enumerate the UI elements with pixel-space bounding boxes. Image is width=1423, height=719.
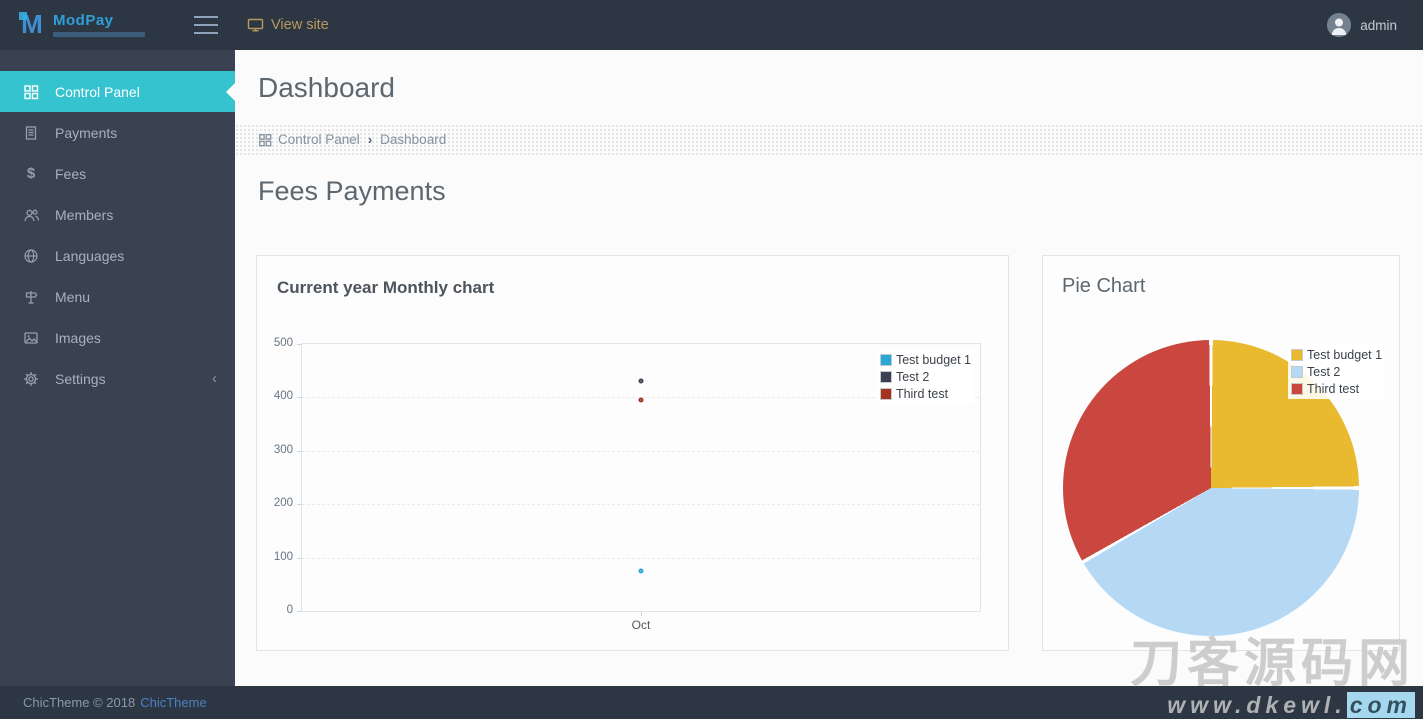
sidebar-item-menu[interactable]: Menu <box>0 276 235 317</box>
monitor-icon <box>247 17 264 33</box>
user-menu[interactable]: admin <box>1327 0 1397 50</box>
username: admin <box>1360 17 1397 33</box>
pie-chart-title: Pie Chart <box>1062 275 1146 297</box>
grid-icon <box>258 133 272 147</box>
receipt-icon <box>22 125 40 141</box>
members-icon <box>22 207 40 223</box>
legend-item: Test budget 1 <box>1291 346 1382 363</box>
pie-chart-legend: Test budget 1 Test 2 Third test <box>1288 344 1386 399</box>
y-axis-tick-label: 400 <box>273 390 293 403</box>
legend-swatch <box>879 370 892 383</box>
gridline-300 <box>302 450 980 452</box>
x-axis-tick-label: Oct <box>631 618 651 632</box>
y-axis-tick-label: 500 <box>273 337 293 349</box>
legend-item: Third test <box>879 385 971 402</box>
globe-icon <box>22 248 40 264</box>
chevron-left-icon: ‹ <box>212 370 217 387</box>
gridline-100 <box>302 557 980 559</box>
gridline-200 <box>302 504 980 506</box>
sidebar-item-label: Control Panel <box>55 83 140 100</box>
image-icon <box>22 330 40 346</box>
monthly-chart-plot-area: 500 400 300 200 100 0 Oct Test budget 1 <box>274 337 981 632</box>
footer-theme-link[interactable]: ChicTheme <box>140 695 207 710</box>
logo-tagline <box>53 31 145 37</box>
sidebar-item-languages[interactable]: Languages <box>0 235 235 276</box>
logo-text: ModPay <box>53 11 114 29</box>
breadcrumb-dashboard: Dashboard <box>380 132 447 147</box>
chevron-right-icon: › <box>367 132 373 147</box>
legend-swatch <box>1291 348 1303 361</box>
sidebar-item-members[interactable]: Members <box>0 194 235 235</box>
section-title: Fees Payments <box>258 176 446 206</box>
panel-monthly-chart: Current year Monthly chart 500 400 300 2… <box>256 255 1009 651</box>
gear-icon <box>22 371 40 387</box>
sidebar-item-label: Menu <box>55 288 91 305</box>
sidebar-item-label: Languages <box>55 247 125 264</box>
y-axis-tick-label: 100 <box>273 550 293 563</box>
monthly-chart-title: Current year Monthly chart <box>277 278 495 297</box>
data-point-test-budget-1 <box>638 568 644 574</box>
monthly-chart-legend: Test budget 1 Test 2 Third test <box>876 349 974 404</box>
logo-m-icon: M <box>18 9 46 39</box>
panel-pie-chart: Pie Chart Test budget 1 Test 2 Third tes… <box>1042 255 1400 651</box>
breadcrumb: Control Panel › Dashboard <box>235 124 1423 155</box>
sidebar-toggle-button[interactable] <box>194 16 218 34</box>
y-axis-tick-label: 200 <box>273 497 293 510</box>
y-axis-tick-label: 300 <box>273 443 293 456</box>
sidebar-item-payments[interactable]: Payments <box>0 112 235 153</box>
sidebar-item-label: Fees <box>55 165 87 182</box>
legend-swatch <box>879 353 892 366</box>
sidebar-item-control-panel[interactable]: Control Panel <box>0 71 235 112</box>
top-header-bar: M ModPay View site <box>0 0 1423 50</box>
page-title: Dashboard <box>258 72 395 103</box>
signpost-icon <box>22 289 40 305</box>
data-point-test-2 <box>638 378 644 384</box>
sidebar-item-settings[interactable]: Settings ‹ <box>0 358 235 399</box>
legend-item: Test 2 <box>879 368 971 385</box>
sidebar-item-label: Members <box>55 206 114 223</box>
avatar <box>1327 13 1352 37</box>
sidebar-nav: Control Panel Payments $ Fees <box>0 50 235 686</box>
legend-swatch <box>879 387 892 400</box>
legend-swatch <box>1291 365 1303 378</box>
dollar-icon: $ <box>26 165 36 182</box>
footer-copyright: ChicTheme © 2018 <box>23 695 136 710</box>
sidebar-item-images[interactable]: Images <box>0 317 235 358</box>
sidebar-item-label: Payments <box>55 124 118 141</box>
main-content: Dashboard Control Panel › Dashboard Fees… <box>235 50 1423 686</box>
legend-item: Test 2 <box>1291 363 1382 380</box>
logo[interactable]: M ModPay <box>18 9 145 39</box>
sidebar-item-fees[interactable]: $ Fees <box>0 153 235 194</box>
legend-swatch <box>1291 382 1303 395</box>
grid-icon <box>22 84 40 100</box>
sidebar-item-label: Settings <box>55 370 106 387</box>
footer-bar: ChicTheme © 2018 ChicTheme <box>0 686 1423 719</box>
sidebar-item-label: Images <box>55 329 101 346</box>
data-point-third-test <box>638 397 644 403</box>
view-site-link[interactable]: View site <box>247 0 329 50</box>
view-site-label: View site <box>271 17 329 33</box>
y-axis-tick-label: 0 <box>286 604 293 616</box>
breadcrumb-control-panel[interactable]: Control Panel <box>258 132 360 147</box>
legend-item: Third test <box>1291 380 1382 397</box>
legend-item: Test budget 1 <box>879 351 971 368</box>
